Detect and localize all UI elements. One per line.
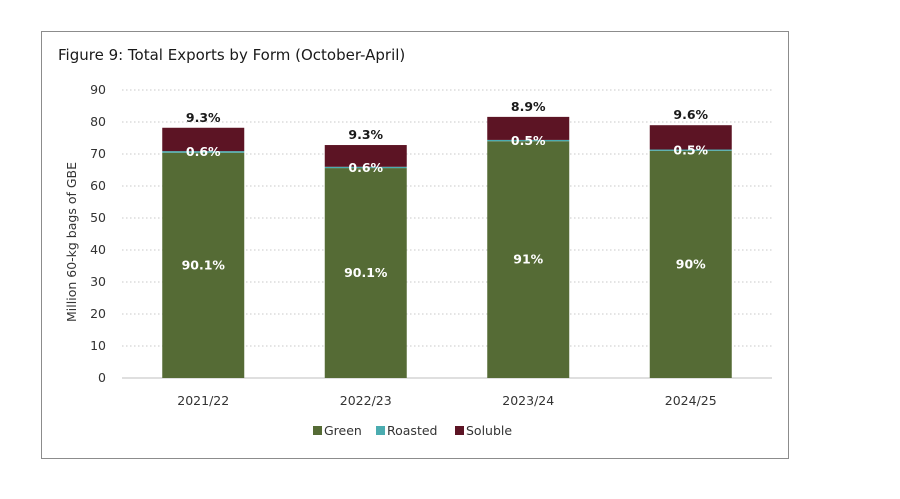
data-label-roasted: 0.5%	[511, 133, 546, 148]
x-tick-label: 2023/24	[502, 393, 554, 408]
legend-swatch	[455, 426, 464, 435]
legend-item-soluble: Soluble	[455, 423, 512, 438]
y-tick-label: 30	[90, 274, 106, 289]
bar-stack-2021-22: 90.1% 0.6% 9.3%	[162, 110, 245, 378]
legend: Green Roasted Soluble	[313, 423, 512, 438]
data-label-soluble: 9.3%	[348, 127, 383, 142]
data-label-green: 91%	[513, 252, 543, 267]
y-tick-label: 50	[90, 210, 106, 225]
x-tick-label: 2024/25	[665, 393, 717, 408]
bar-segment-soluble	[324, 145, 407, 167]
legend-item-roasted: Roasted	[376, 423, 437, 438]
chart-svg: Figure 9: Total Exports by Form (October…	[58, 46, 772, 438]
bar-segment-green	[162, 152, 245, 378]
legend-label: Soluble	[466, 423, 512, 438]
data-label-soluble: 8.9%	[511, 99, 546, 114]
x-tick-label: 2022/23	[340, 393, 392, 408]
bar-segment-soluble	[162, 127, 245, 152]
bar-segment-soluble	[487, 116, 570, 140]
legend-item-green: Green	[313, 423, 362, 438]
y-tick-label: 60	[90, 178, 106, 193]
bar-segment-roasted	[487, 139, 570, 142]
data-label-roasted: 0.6%	[186, 144, 221, 159]
y-tick-label: 40	[90, 242, 106, 257]
y-tick-label: 70	[90, 146, 106, 161]
y-tick-label: 0	[98, 370, 106, 385]
legend-swatch	[313, 426, 322, 435]
legend-label: Roasted	[387, 423, 437, 438]
bar-segment-soluble	[649, 125, 732, 150]
y-axis-ticks: 0 10 20 30 40 50 60 70 80 90	[90, 82, 106, 385]
legend-label: Green	[324, 423, 362, 438]
data-label-roasted: 0.5%	[673, 143, 708, 158]
data-label-soluble: 9.3%	[186, 110, 221, 125]
chart-title: Figure 9: Total Exports by Form (October…	[58, 46, 405, 64]
data-label-green: 90%	[676, 256, 706, 271]
y-tick-label: 90	[90, 82, 106, 97]
bar-segment-green	[487, 141, 570, 378]
bar-stack-2022-23: 90.1% 0.6% 9.3%	[324, 127, 407, 378]
bar-stack-2023-24: 91% 0.5% 8.9%	[487, 99, 570, 378]
data-label-soluble: 9.6%	[673, 107, 708, 122]
bar-stack-2024-25: 90% 0.5% 9.6%	[649, 107, 732, 378]
chart-frame: Figure 9: Total Exports by Form (October…	[41, 31, 789, 459]
y-tick-label: 10	[90, 338, 106, 353]
bar-segment-roasted	[324, 166, 407, 169]
bar-segment-roasted	[162, 151, 245, 153]
x-axis-labels: 2021/22 2022/23 2023/24 2024/25	[177, 393, 716, 408]
legend-swatch	[376, 426, 385, 435]
y-axis-label: Million 60-kg bags of GBE	[64, 162, 79, 322]
bars: 90.1% 0.6% 9.3% 90.1% 0.6% 9.3% 91% 0.5% 8.9% 90%…	[162, 99, 732, 378]
y-tick-label: 80	[90, 114, 106, 129]
bar-segment-green	[324, 168, 407, 378]
y-tick-label: 20	[90, 306, 106, 321]
data-label-green: 90.1%	[344, 265, 388, 280]
data-label-roasted: 0.6%	[348, 160, 383, 175]
bar-segment-roasted	[649, 149, 732, 151]
x-tick-label: 2021/22	[177, 393, 229, 408]
bar-segment-green	[649, 150, 732, 378]
data-label-green: 90.1%	[182, 257, 226, 272]
